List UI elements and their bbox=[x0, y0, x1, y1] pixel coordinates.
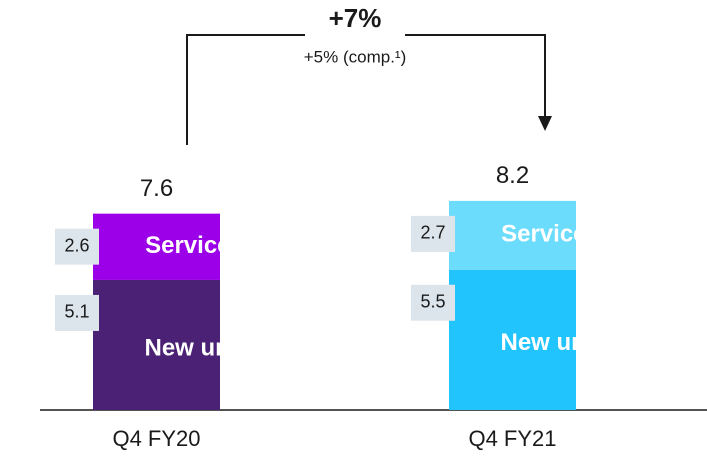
growth-arrow bbox=[186, 34, 546, 145]
value-label: 5.5 bbox=[420, 292, 445, 312]
value-box bbox=[411, 215, 455, 252]
value-label: 5.1 bbox=[64, 302, 89, 322]
x-tick-label: Q4 FY20 bbox=[112, 426, 200, 451]
bar-segment bbox=[93, 279, 220, 410]
segment-name: Services bbox=[145, 232, 244, 259]
value-box bbox=[411, 284, 455, 321]
value-box bbox=[55, 294, 99, 331]
value-label: 2.6 bbox=[64, 235, 89, 255]
growth-label: +7% bbox=[329, 3, 382, 33]
growth-sublabel: +5% (comp.¹) bbox=[304, 47, 407, 66]
total-label: 8.2 bbox=[496, 162, 529, 189]
value-label: 2.7 bbox=[420, 223, 445, 243]
x-tick-label: Q4 FY21 bbox=[468, 426, 556, 451]
segment-name: New unit bbox=[145, 334, 245, 361]
segment-name: New unit bbox=[501, 329, 601, 356]
arrow-head bbox=[538, 116, 552, 131]
arrow-left bbox=[186, 34, 305, 145]
value-box bbox=[55, 228, 99, 265]
arrow-right bbox=[405, 34, 546, 118]
segment-name: Services bbox=[501, 221, 600, 248]
bar-segment bbox=[449, 200, 576, 270]
total-label: 7.6 bbox=[140, 175, 173, 202]
bar-segment bbox=[93, 213, 220, 280]
bar-segment bbox=[449, 269, 576, 410]
